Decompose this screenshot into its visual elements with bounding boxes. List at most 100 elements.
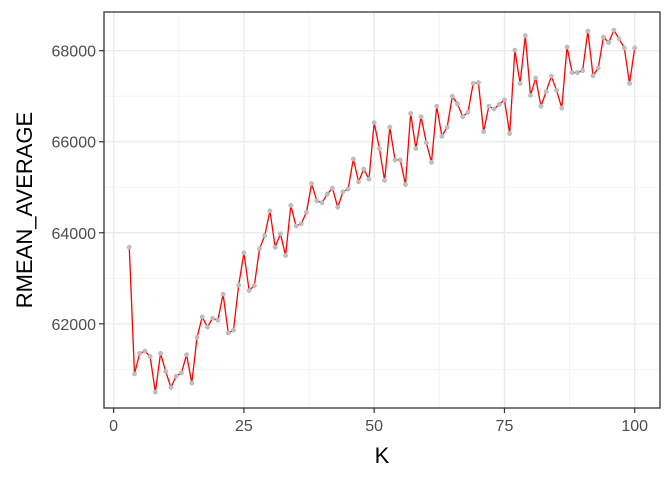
data-point bbox=[215, 317, 221, 323]
data-point bbox=[496, 102, 502, 107]
data-point bbox=[205, 324, 210, 330]
data-point bbox=[309, 181, 315, 187]
data-point bbox=[366, 176, 372, 182]
data-point bbox=[397, 157, 403, 163]
data-point bbox=[418, 114, 424, 120]
data-point bbox=[481, 129, 487, 135]
y-tick-label: 62000 bbox=[52, 317, 97, 334]
major-gridlines bbox=[104, 12, 660, 408]
data-point bbox=[283, 253, 288, 258]
data-point bbox=[580, 68, 586, 74]
data-point bbox=[147, 354, 153, 359]
x-tick-label: 25 bbox=[235, 418, 253, 435]
data-point bbox=[376, 146, 382, 151]
data-point bbox=[199, 314, 205, 320]
data-point bbox=[324, 191, 330, 197]
data-point bbox=[554, 87, 559, 93]
x-axis: 0 25 50 75 100 bbox=[109, 408, 648, 435]
data-point bbox=[314, 198, 320, 204]
data-point bbox=[564, 44, 570, 50]
data-point bbox=[225, 330, 231, 336]
data-point bbox=[304, 209, 309, 215]
data-point bbox=[382, 178, 388, 183]
data-point bbox=[236, 282, 242, 288]
data-point bbox=[502, 97, 507, 103]
data-point bbox=[272, 244, 278, 250]
x-tick-label: 100 bbox=[621, 418, 648, 435]
data-point bbox=[158, 350, 163, 356]
data-point bbox=[173, 373, 179, 379]
data-point bbox=[126, 244, 132, 250]
data-point bbox=[231, 327, 236, 333]
data-point bbox=[345, 186, 351, 192]
data-point bbox=[611, 27, 617, 33]
y-tick-label: 68000 bbox=[52, 44, 97, 61]
data-point bbox=[533, 75, 539, 81]
data-point bbox=[460, 114, 466, 120]
data-point bbox=[319, 200, 325, 206]
y-axis: 62000 64000 66000 68000 bbox=[52, 44, 104, 334]
data-point bbox=[267, 208, 273, 214]
data-point bbox=[220, 291, 226, 297]
data-point bbox=[152, 389, 158, 395]
data-point bbox=[335, 204, 341, 210]
data-point bbox=[528, 92, 533, 98]
data-point bbox=[616, 36, 622, 42]
data-point bbox=[585, 28, 591, 34]
data-point bbox=[262, 233, 268, 238]
data-point bbox=[606, 40, 612, 45]
data-point bbox=[522, 33, 528, 39]
data-point bbox=[132, 371, 137, 377]
data-point bbox=[621, 45, 627, 51]
data-point bbox=[184, 352, 189, 358]
data-point bbox=[168, 385, 174, 390]
data-point bbox=[189, 380, 195, 386]
data-point bbox=[137, 350, 143, 356]
data-point bbox=[403, 182, 408, 187]
data-point bbox=[434, 103, 440, 109]
data-point bbox=[142, 348, 148, 354]
data-point bbox=[543, 89, 549, 95]
data-point bbox=[178, 370, 184, 376]
data-point bbox=[575, 70, 580, 75]
x-tick-label: 0 bbox=[109, 418, 118, 435]
data-point bbox=[444, 124, 450, 130]
data-point bbox=[241, 250, 247, 256]
panel-border bbox=[103, 11, 661, 409]
data-point bbox=[569, 70, 575, 75]
data-point bbox=[465, 109, 471, 115]
data-point bbox=[387, 124, 393, 130]
data-point bbox=[548, 73, 554, 79]
data-point bbox=[163, 369, 169, 374]
data-point bbox=[423, 140, 429, 146]
data-point bbox=[293, 223, 299, 229]
data-point bbox=[330, 185, 335, 191]
y-axis-title: RMEAN_AVERAGE bbox=[12, 112, 37, 308]
data-point bbox=[590, 73, 596, 79]
y-tick-label: 64000 bbox=[52, 226, 97, 243]
data-point bbox=[595, 65, 601, 71]
data-point bbox=[210, 315, 216, 321]
series-rmean-average bbox=[126, 27, 638, 395]
data-point bbox=[632, 45, 638, 51]
data-point bbox=[356, 179, 361, 185]
data-point bbox=[251, 283, 257, 288]
data-point bbox=[491, 106, 497, 112]
data-point bbox=[475, 80, 481, 85]
data-point bbox=[371, 120, 377, 126]
data-point bbox=[413, 146, 419, 151]
data-point bbox=[455, 101, 460, 107]
data-point bbox=[257, 246, 262, 252]
data-point bbox=[449, 93, 455, 99]
data-point bbox=[408, 111, 414, 116]
data-point bbox=[288, 203, 294, 208]
data-point bbox=[361, 166, 367, 172]
x-tick-label: 75 bbox=[496, 418, 514, 435]
data-point bbox=[559, 105, 565, 111]
data-point bbox=[429, 159, 434, 165]
data-point bbox=[392, 157, 398, 163]
data-point bbox=[340, 189, 346, 195]
data-point bbox=[507, 131, 513, 136]
data-point bbox=[246, 288, 252, 293]
